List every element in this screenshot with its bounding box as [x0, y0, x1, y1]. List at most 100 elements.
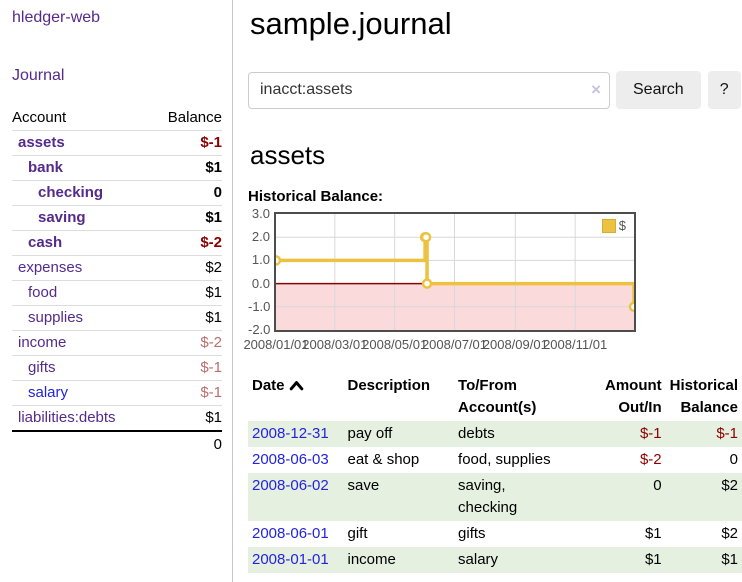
- app-title-link[interactable]: hledger-web: [12, 9, 101, 26]
- search-input[interactable]: [248, 71, 610, 109]
- account-balance: $1: [205, 409, 222, 426]
- sidebar-account-link-checking[interactable]: checking: [38, 184, 104, 201]
- help-button[interactable]: ?: [707, 71, 741, 109]
- account-balance: $1: [205, 209, 222, 226]
- y-axis-tick-label: -2.0: [248, 322, 271, 337]
- chart-legend: $: [600, 217, 626, 234]
- sidebar-nav: Journal: [12, 67, 222, 85]
- register-row: 2008-06-01 gift gifts $1 $2: [248, 521, 742, 547]
- account-name-cell: assets: [12, 131, 150, 156]
- sort-ascending-icon[interactable]: [289, 376, 304, 398]
- register-header-balance: Historical Balance: [669, 377, 738, 416]
- account-row: food $1: [12, 280, 222, 306]
- register-description-cell: save: [347, 477, 380, 494]
- sidebar-account-link-income[interactable]: income: [18, 334, 67, 351]
- register-date-cell: 2008-06-01: [248, 521, 344, 547]
- register-date-cell: 2008-06-02: [248, 473, 344, 521]
- account-row: saving $1: [12, 205, 222, 231]
- accounts-total-row: 0: [12, 430, 222, 458]
- register-row: 2008-01-01 income salary $1 $1: [248, 547, 742, 573]
- register-accounts-cell: food, supplies: [458, 451, 551, 468]
- register-row: 2008-06-03 eat & shop food, supplies $-2 0: [248, 447, 742, 473]
- account-row: assets $-1: [12, 130, 222, 156]
- transaction-date-link[interactable]: 2008-06-02: [252, 477, 329, 494]
- clear-search-icon[interactable]: ×: [591, 79, 601, 99]
- register-description-cell: eat & shop: [347, 451, 420, 468]
- sidebar-account-link-food[interactable]: food: [28, 284, 58, 301]
- register-accounts-cell: debts: [458, 425, 495, 442]
- account-balance: 0: [213, 184, 222, 201]
- register-header-date[interactable]: Date: [248, 373, 344, 421]
- account-balance: $-2: [200, 234, 222, 251]
- x-axis-tick-label: 2008/07/01: [421, 337, 488, 352]
- sidebar-account-link-liabilities-debts[interactable]: liabilities:debts: [18, 409, 116, 426]
- account-row: bank $1: [12, 155, 222, 181]
- main-content: sample.journal × Search ? assets Histori…: [243, 0, 742, 573]
- legend-swatch-icon: [600, 217, 617, 234]
- legend-label: $: [618, 218, 626, 233]
- register-date-cell: 2008-01-01: [248, 547, 344, 573]
- sidebar-account-link-supplies[interactable]: supplies: [28, 309, 84, 326]
- sidebar-account-link-cash[interactable]: cash: [28, 234, 63, 251]
- y-axis-tick-label: 1.0: [251, 252, 270, 268]
- search-button[interactable]: Search: [616, 71, 701, 109]
- x-axis-tick-label: 2008/01/01: [243, 337, 309, 352]
- account-name-cell: liabilities:debts: [12, 406, 150, 432]
- register-amount-cell: $-2: [639, 451, 662, 468]
- sidebar-account-link-gifts[interactable]: gifts: [28, 359, 56, 376]
- account-name-cell: salary: [12, 381, 150, 406]
- y-axis-tick-label: 2.0: [251, 229, 270, 245]
- y-axis-tick-label: -1.0: [248, 298, 271, 314]
- account-row: gifts $-1: [12, 355, 222, 381]
- account-row: expenses $2: [12, 255, 222, 281]
- y-axis-tick-label: 0.0: [251, 275, 270, 291]
- x-axis-tick-label: 2008/09/01: [482, 337, 548, 352]
- register-description-cell: income: [347, 551, 396, 568]
- register-accounts-cell: saving, checking: [458, 477, 518, 516]
- search-box: ×: [248, 71, 610, 109]
- register-header-amount: Amount Out/In: [604, 377, 662, 416]
- register-balance-cell: $-1: [716, 425, 738, 442]
- register-balance-cell: $2: [721, 525, 738, 542]
- transaction-date-link[interactable]: 2008-06-03: [252, 451, 329, 468]
- account-name-cell: checking: [12, 181, 150, 206]
- sidebar-account-link-salary[interactable]: salary: [28, 384, 69, 401]
- account-balance: $2: [205, 259, 222, 276]
- register-header-accounts: To/From Account(s): [458, 377, 537, 416]
- sidebar-item-journal[interactable]: Journal: [12, 67, 65, 84]
- sidebar-account-link-assets[interactable]: assets: [18, 134, 65, 151]
- sidebar-account-link-saving[interactable]: saving: [38, 209, 86, 226]
- transaction-date-link[interactable]: 2008-01-01: [252, 551, 329, 568]
- register-date-cell: 2008-06-03: [248, 447, 344, 473]
- register-amount-cell: $1: [644, 551, 662, 568]
- sidebar-account-link-expenses[interactable]: expenses: [18, 259, 83, 276]
- accounts-header-account: Account: [12, 109, 67, 126]
- account-name-cell: food: [12, 281, 150, 306]
- register-balance-cell: $1: [721, 551, 738, 568]
- historical-balance-chart: $ 3.0 2.0 1.0 0.0 -1.0 -2.0 2008/01/01 2008/03/…: [243, 206, 742, 352]
- account-balance: $1: [205, 284, 222, 301]
- accounts-header-balance: Balance: [167, 109, 222, 126]
- register-amount-cell: $-1: [639, 425, 662, 442]
- account-balance: $-1: [200, 359, 222, 376]
- register-row: 2008-12-31 pay off debts $-1 $-1: [248, 421, 742, 447]
- transaction-date-link[interactable]: 2008-06-01: [252, 525, 329, 542]
- transaction-date-link[interactable]: 2008-12-31: [252, 425, 329, 442]
- accounts-total-value: 0: [149, 430, 222, 458]
- accounts-total-spacer: [12, 430, 150, 458]
- sidebar-account-link-bank[interactable]: bank: [28, 159, 64, 176]
- account-name-cell: expenses: [12, 256, 150, 281]
- register-row: 2008-06-02 save saving, checking 0 $2: [248, 473, 742, 521]
- page-title: sample.journal: [250, 6, 452, 41]
- x-axis-tick-label: 2008/03/01: [302, 337, 368, 352]
- account-name-cell: income: [12, 331, 150, 356]
- register-description-cell: gift: [347, 525, 368, 542]
- x-axis-tick-label: 2008/05/01: [362, 337, 428, 352]
- accounts-table: Account Balance assets $-1 bank $1 checking 0…: [12, 106, 222, 458]
- register-description-cell: pay off: [347, 425, 393, 442]
- account-balance: $-1: [200, 134, 222, 151]
- y-axis-tick-label: 3.0: [251, 206, 270, 221]
- register-balance-cell: $2: [721, 477, 738, 494]
- register-accounts-cell: gifts: [458, 525, 486, 542]
